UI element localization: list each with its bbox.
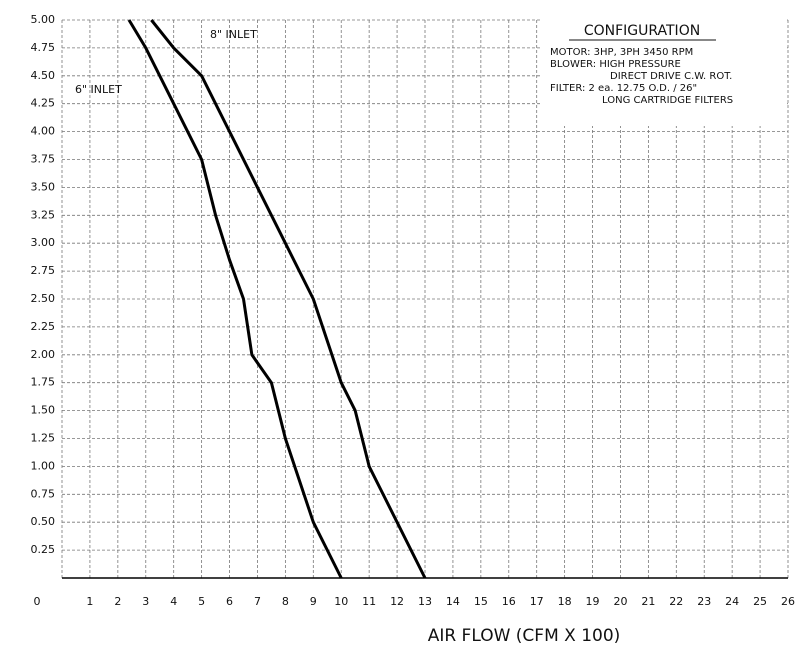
y-tick-label: 2.50 (31, 292, 56, 305)
x-tick-label: 3 (142, 595, 149, 608)
y-tick-label: 1.75 (31, 376, 56, 389)
x-tick-label: 14 (446, 595, 460, 608)
x-tick-label: 17 (530, 595, 544, 608)
x-tick-label: 18 (558, 595, 572, 608)
x-tick-label: 22 (669, 595, 683, 608)
y-tick-label: 2.00 (31, 348, 56, 361)
config-line: MOTOR: 3HP, 3PH 3450 RPM (550, 47, 693, 58)
config-line: BLOWER: HIGH PRESSURE (550, 59, 681, 70)
x-tick-label: 16 (502, 595, 516, 608)
y-tick-label: 1.25 (31, 432, 56, 445)
y-tick-label: 3.00 (31, 236, 56, 249)
x-tick-label: 10 (334, 595, 348, 608)
x-tick-label: 19 (586, 595, 600, 608)
config-title: CONFIGURATION (584, 23, 700, 39)
y-tick-label: 3.75 (31, 153, 56, 166)
x-tick-label: 23 (697, 595, 711, 608)
config-line: DIRECT DRIVE C.W. ROT. (610, 71, 732, 82)
x-tick-label: 1 (86, 595, 93, 608)
grid-layer (61, 19, 789, 578)
series-label: 8" INLET (210, 28, 257, 41)
x-tick-label: 7 (254, 595, 261, 608)
x-tick-label: 2 (114, 595, 121, 608)
x-tick-label: 13 (418, 595, 432, 608)
y-tick-label: 3.50 (31, 180, 56, 193)
x-tick-label: 25 (753, 595, 767, 608)
x-tick-label: 8 (282, 595, 289, 608)
x-tick-label: 11 (362, 595, 376, 608)
y-tick-label: 4.75 (31, 41, 56, 54)
series-line (150, 19, 427, 579)
config-box (540, 14, 786, 126)
x-tick-label: 20 (613, 595, 627, 608)
config-line: LONG CARTRIDGE FILTERS (602, 95, 733, 106)
y-tick-label: 1.00 (31, 459, 56, 472)
y-tick-label: 4.25 (31, 97, 56, 110)
x-tick-label: 26 (781, 595, 795, 608)
y-tick-label: 0.50 (31, 515, 56, 528)
y-tick-label: 2.25 (31, 320, 56, 333)
x-tick-label: 5 (198, 595, 205, 608)
y-tick-label: 0.25 (31, 543, 56, 556)
series-line (127, 19, 343, 579)
x-axis-label: AIR FLOW (CFM X 100) (428, 626, 621, 646)
config-line: FILTER: 2 ea. 12.75 O.D. / 26" (550, 83, 697, 94)
series-label: 6" INLET (75, 83, 122, 96)
y-tick-label: 1.50 (31, 404, 56, 417)
y-tick-label: 4.50 (31, 69, 56, 82)
x-tick-label: 15 (474, 595, 488, 608)
y-tick-label: 3.25 (31, 208, 56, 221)
y-tick-label: 2.75 (31, 264, 56, 277)
y-tick-label: 0.75 (31, 487, 56, 500)
x-tick-label: 0 (34, 595, 41, 608)
y-tick-label: 5.00 (31, 13, 56, 26)
x-tick-label: 12 (390, 595, 404, 608)
y-tick-label: 4.00 (31, 125, 56, 138)
x-tick-label: 4 (170, 595, 177, 608)
x-tick-label: 6 (226, 595, 233, 608)
x-tick-label: 24 (725, 595, 739, 608)
x-tick-label: 9 (310, 595, 317, 608)
x-tick-label: 21 (641, 595, 655, 608)
